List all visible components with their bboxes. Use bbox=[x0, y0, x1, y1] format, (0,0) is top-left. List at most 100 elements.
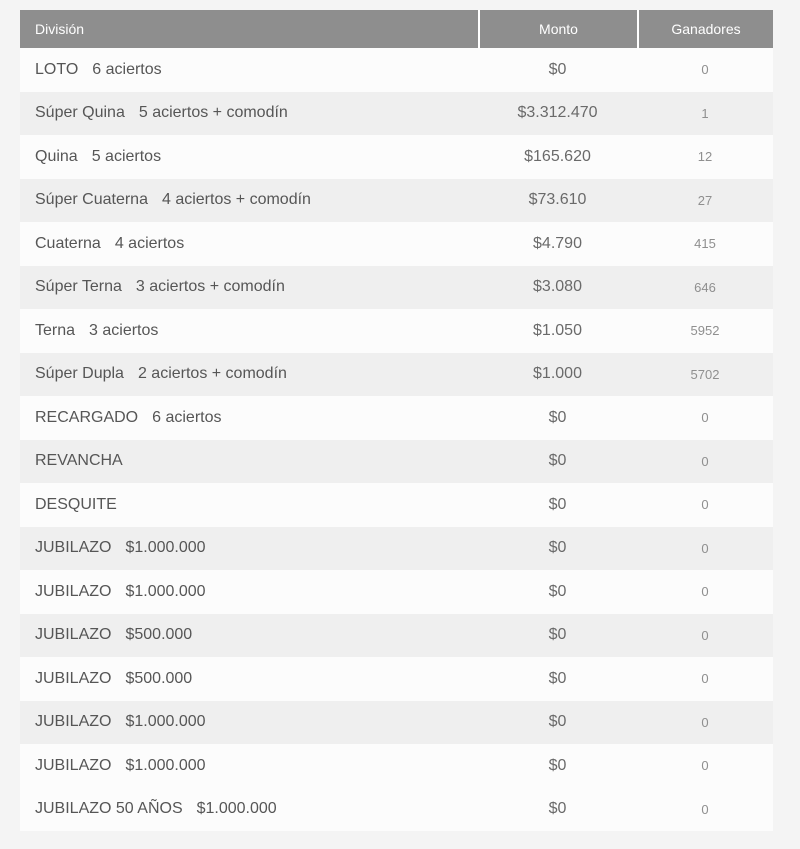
division-name: DESQUITE bbox=[35, 495, 117, 513]
ganadores-value: 0 bbox=[701, 62, 709, 78]
table-row: JUBILAZO $1.000.000 $0 0 bbox=[20, 700, 773, 744]
ganadores-value: 0 bbox=[701, 584, 709, 600]
division-name: JUBILAZO bbox=[35, 582, 112, 600]
table-row: Súper Cuaterna 4 aciertos + comodín $73.6… bbox=[20, 178, 773, 223]
division-detail: 3 aciertos bbox=[89, 321, 159, 339]
division-name: Súper Quina bbox=[35, 104, 125, 122]
division-cell: Quina 5 aciertos bbox=[20, 135, 478, 179]
ganadores-value: 0 bbox=[701, 671, 709, 687]
monto-value: $1.050 bbox=[533, 321, 582, 339]
division-detail: 5 aciertos bbox=[91, 147, 162, 165]
monto-value: $0 bbox=[548, 756, 567, 774]
table-header: División Monto Ganadores bbox=[20, 10, 773, 48]
division-name: JUBILAZO bbox=[35, 713, 112, 731]
division-cell: Cuaterna 4 aciertos bbox=[20, 222, 478, 266]
table-body: LOTO 6 aciertos $0 0 Súper Quina 5 acierto… bbox=[20, 48, 773, 831]
division-detail: 3 aciertos + comodín bbox=[135, 278, 285, 296]
table-row: Terna 3 aciertos $1.050 5952 bbox=[20, 309, 773, 353]
monto-value: $0 bbox=[548, 582, 567, 600]
monto-value: $0 bbox=[548, 495, 567, 513]
column-header-ganadores: Ganadores bbox=[637, 10, 773, 48]
division-detail: 6 aciertos bbox=[92, 60, 162, 78]
division-detail: $1.000.000 bbox=[125, 582, 206, 600]
monto-value: $4.790 bbox=[533, 234, 582, 252]
division-name: JUBILAZO 50 AÑOS bbox=[35, 800, 183, 818]
division-detail: 6 aciertos bbox=[152, 408, 222, 426]
ganadores-value: 12 bbox=[697, 149, 713, 165]
table-row: Súper Quina 5 aciertos + comodín $3.312.4… bbox=[20, 91, 773, 136]
division-name: Súper Cuaterna bbox=[35, 191, 148, 209]
division-name: Quina bbox=[35, 147, 78, 165]
ganadores-value: 5702 bbox=[690, 366, 720, 382]
table-row: Súper Terna 3 aciertos + comodín $3.080 6… bbox=[20, 265, 773, 310]
monto-value: $1.000 bbox=[533, 365, 582, 383]
division-cell: Súper Terna 3 aciertos + comodín bbox=[20, 266, 478, 310]
division-cell: RECARGADO 6 aciertos bbox=[20, 396, 478, 440]
ganadores-value: 0 bbox=[701, 540, 709, 556]
division-detail: 2 aciertos + comodín bbox=[137, 365, 287, 383]
monto-value: $0 bbox=[548, 60, 567, 78]
monto-value: $0 bbox=[548, 452, 567, 470]
division-cell: JUBILAZO $500.000 bbox=[20, 614, 478, 658]
ganadores-value: 5952 bbox=[690, 323, 720, 339]
ganadores-value: 0 bbox=[701, 453, 709, 469]
table-row: REVANCHA $0 0 bbox=[20, 439, 773, 484]
table-row: DESQUITE $0 0 bbox=[20, 483, 773, 527]
division-cell: JUBILAZO $1.000.000 bbox=[20, 744, 478, 788]
monto-value: $0 bbox=[548, 626, 567, 644]
monto-value: $0 bbox=[548, 800, 567, 818]
ganadores-value: 0 bbox=[701, 714, 709, 730]
table-row: LOTO 6 aciertos $0 0 bbox=[20, 48, 773, 92]
division-name: Cuaterna bbox=[35, 234, 101, 252]
ganadores-value: 0 bbox=[701, 410, 709, 426]
column-header-monto: Monto bbox=[478, 10, 637, 48]
division-cell: JUBILAZO $500.000 bbox=[20, 657, 478, 701]
division-name: JUBILAZO bbox=[35, 669, 112, 687]
division-cell: LOTO 6 aciertos bbox=[20, 48, 478, 92]
monto-value: $0 bbox=[548, 408, 567, 426]
column-header-division: División bbox=[20, 10, 478, 48]
division-name: Terna bbox=[35, 321, 76, 339]
lottery-results-table: División Monto Ganadores LOTO 6 aciertos … bbox=[20, 10, 773, 831]
division-cell: DESQUITE bbox=[20, 483, 478, 527]
division-name: JUBILAZO bbox=[35, 626, 112, 644]
ganadores-value: 0 bbox=[701, 758, 709, 774]
division-name: JUBILAZO bbox=[35, 756, 112, 774]
division-name: RECARGADO bbox=[35, 408, 139, 426]
division-cell: REVANCHA bbox=[20, 440, 478, 484]
ganadores-value: 1 bbox=[701, 105, 709, 121]
table-row: JUBILAZO $1.000.000 $0 0 bbox=[20, 526, 773, 571]
ganadores-value: 0 bbox=[701, 801, 709, 817]
table-row: JUBILAZO $500.000 $0 0 bbox=[20, 657, 773, 701]
ganadores-value: 0 bbox=[701, 627, 709, 643]
results-table-container: División Monto Ganadores LOTO 6 aciertos … bbox=[20, 10, 773, 831]
division-cell: JUBILAZO $1.000.000 bbox=[20, 527, 478, 571]
division-cell: JUBILAZO $1.000.000 bbox=[20, 570, 478, 614]
division-detail: $500.000 bbox=[125, 669, 193, 687]
ganadores-value: 27 bbox=[697, 192, 713, 208]
division-detail: 4 aciertos + comodín bbox=[161, 191, 311, 209]
monto-value: $0 bbox=[548, 669, 567, 687]
monto-value: $3.080 bbox=[533, 278, 582, 296]
division-cell: Súper Quina 5 aciertos + comodín bbox=[20, 92, 478, 136]
table-row: Quina 5 aciertos $165.620 12 bbox=[20, 135, 773, 179]
table-row: Cuaterna 4 aciertos $4.790 415 bbox=[20, 222, 773, 266]
table-row: JUBILAZO $1.000.000 $0 0 bbox=[20, 570, 773, 614]
table-row: JUBILAZO 50 AÑOS $1.000.000 $0 0 bbox=[20, 787, 773, 832]
ganadores-value: 415 bbox=[694, 236, 716, 252]
division-name: Súper Dupla bbox=[35, 365, 124, 383]
division-cell: JUBILAZO 50 AÑOS $1.000.000 bbox=[20, 788, 478, 832]
monto-value: $73.610 bbox=[528, 191, 587, 209]
table-row: JUBILAZO $500.000 $0 0 bbox=[20, 613, 773, 658]
division-name: LOTO bbox=[35, 60, 79, 78]
monto-value: $3.312.470 bbox=[517, 104, 598, 122]
division-name: Súper Terna bbox=[35, 278, 122, 296]
ganadores-value: 0 bbox=[701, 497, 709, 513]
division-cell: Súper Cuaterna 4 aciertos + comodín bbox=[20, 179, 478, 223]
division-detail: $1.000.000 bbox=[196, 800, 277, 818]
division-cell: Terna 3 aciertos bbox=[20, 309, 478, 353]
division-name: JUBILAZO bbox=[35, 539, 112, 557]
ganadores-value: 646 bbox=[694, 279, 716, 295]
monto-value: $0 bbox=[548, 713, 567, 731]
division-name: REVANCHA bbox=[35, 452, 123, 470]
